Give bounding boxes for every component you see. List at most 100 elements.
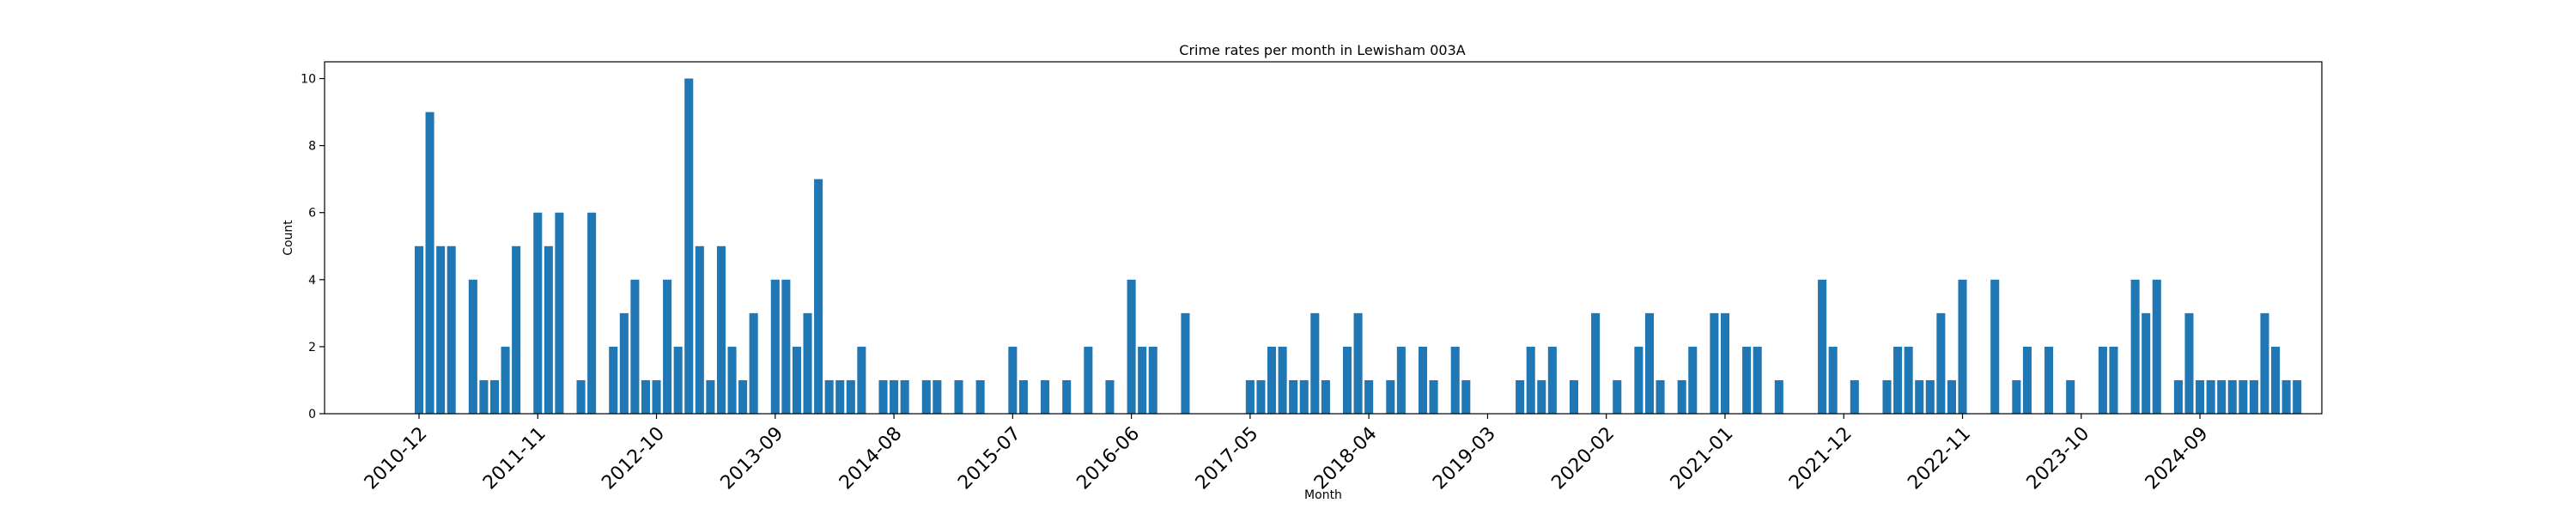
bar bbox=[781, 279, 791, 414]
bar bbox=[1461, 379, 1471, 414]
x-tick-label: 2021-12 bbox=[1785, 423, 1856, 494]
bar bbox=[1041, 379, 1050, 414]
bar bbox=[814, 179, 823, 415]
bar bbox=[1893, 346, 1903, 414]
bar bbox=[673, 346, 683, 414]
bar bbox=[652, 379, 661, 414]
bar bbox=[1644, 312, 1655, 414]
bar bbox=[792, 346, 801, 414]
bar bbox=[1278, 346, 1287, 414]
bar bbox=[1396, 346, 1406, 414]
bar bbox=[716, 245, 726, 414]
bar bbox=[2142, 312, 2151, 414]
bar bbox=[1958, 279, 1967, 414]
bar bbox=[1386, 379, 1395, 414]
bar bbox=[1342, 346, 1352, 414]
y-axis: 0 2 4 6 8 10 bbox=[301, 73, 325, 421]
bar bbox=[1267, 346, 1277, 414]
bar bbox=[1148, 346, 1157, 414]
bar bbox=[2098, 346, 2107, 414]
bar bbox=[576, 379, 586, 414]
bar bbox=[479, 379, 489, 414]
bar bbox=[1850, 379, 1859, 414]
bar bbox=[2281, 379, 2291, 414]
bar bbox=[1904, 346, 1913, 414]
y-tick-label: 0 bbox=[308, 408, 316, 421]
bar bbox=[1547, 346, 1557, 414]
x-axis: 2010-12 2011-11 2012-10 2013-09 2014-08 2015-… bbox=[361, 414, 2213, 494]
x-tick-label: 2014-08 bbox=[835, 423, 907, 494]
bar bbox=[1526, 346, 1535, 414]
bar bbox=[1310, 312, 1320, 414]
bar bbox=[2044, 346, 2054, 414]
bar bbox=[544, 245, 553, 414]
bar bbox=[489, 379, 500, 414]
bar bbox=[663, 279, 672, 414]
bar bbox=[1364, 379, 1374, 414]
bar bbox=[1688, 346, 1698, 414]
bar bbox=[2109, 346, 2118, 414]
bar bbox=[2066, 379, 2075, 414]
bar bbox=[1882, 379, 1892, 414]
bar bbox=[921, 379, 931, 414]
bar bbox=[1818, 279, 1827, 414]
bar bbox=[641, 379, 650, 414]
bar bbox=[1828, 346, 1838, 414]
bar bbox=[609, 346, 618, 414]
bar bbox=[1742, 346, 1752, 414]
bar bbox=[2022, 346, 2032, 414]
bar bbox=[1613, 379, 1622, 414]
x-tick-label: 2019-03 bbox=[1429, 423, 1500, 494]
bar bbox=[749, 312, 758, 414]
bar bbox=[425, 112, 434, 414]
bar bbox=[1774, 379, 1783, 414]
bar bbox=[2184, 312, 2194, 414]
bar bbox=[1256, 379, 1266, 414]
bar bbox=[1925, 379, 1935, 414]
bar bbox=[1105, 379, 1115, 414]
bar bbox=[2249, 379, 2258, 414]
bar bbox=[706, 379, 715, 414]
bar bbox=[1018, 379, 1028, 414]
bar bbox=[1656, 379, 1665, 414]
bar bbox=[1245, 379, 1255, 414]
bar bbox=[1289, 379, 1298, 414]
bar bbox=[1127, 279, 1136, 414]
bar bbox=[1429, 379, 1438, 414]
bar bbox=[2271, 346, 2281, 414]
bar bbox=[587, 212, 597, 414]
bar bbox=[2196, 379, 2205, 414]
bar bbox=[1537, 379, 1546, 414]
bar bbox=[2227, 379, 2237, 414]
x-tick-label: 2021-01 bbox=[1667, 423, 1738, 494]
x-tick-label: 2020-02 bbox=[1548, 423, 1619, 494]
bar bbox=[1353, 312, 1363, 414]
bar bbox=[857, 346, 866, 414]
bar bbox=[414, 245, 424, 414]
x-tick-label: 2022-11 bbox=[1904, 423, 1975, 494]
bar bbox=[1299, 379, 1309, 414]
bar bbox=[878, 379, 888, 414]
bar bbox=[501, 346, 510, 414]
bar bbox=[803, 312, 812, 414]
bar bbox=[1321, 379, 1330, 414]
bar bbox=[2293, 379, 2302, 414]
bar bbox=[1084, 346, 1093, 414]
y-tick-label: 6 bbox=[308, 207, 316, 221]
bar bbox=[975, 379, 985, 414]
x-axis-label: Month bbox=[1304, 488, 1342, 502]
bar bbox=[1936, 312, 1946, 414]
bar bbox=[1418, 346, 1428, 414]
y-tick-label: 4 bbox=[308, 274, 316, 288]
bar bbox=[436, 245, 446, 414]
bar bbox=[1710, 312, 1719, 414]
bar bbox=[1008, 346, 1018, 414]
bar bbox=[770, 279, 780, 414]
x-tick-label: 2012-10 bbox=[598, 423, 669, 494]
x-tick-label: 2010-12 bbox=[361, 423, 432, 494]
bar bbox=[2152, 279, 2161, 414]
x-tick-label: 2013-09 bbox=[717, 423, 788, 494]
bar bbox=[619, 312, 629, 414]
bar bbox=[954, 379, 963, 414]
